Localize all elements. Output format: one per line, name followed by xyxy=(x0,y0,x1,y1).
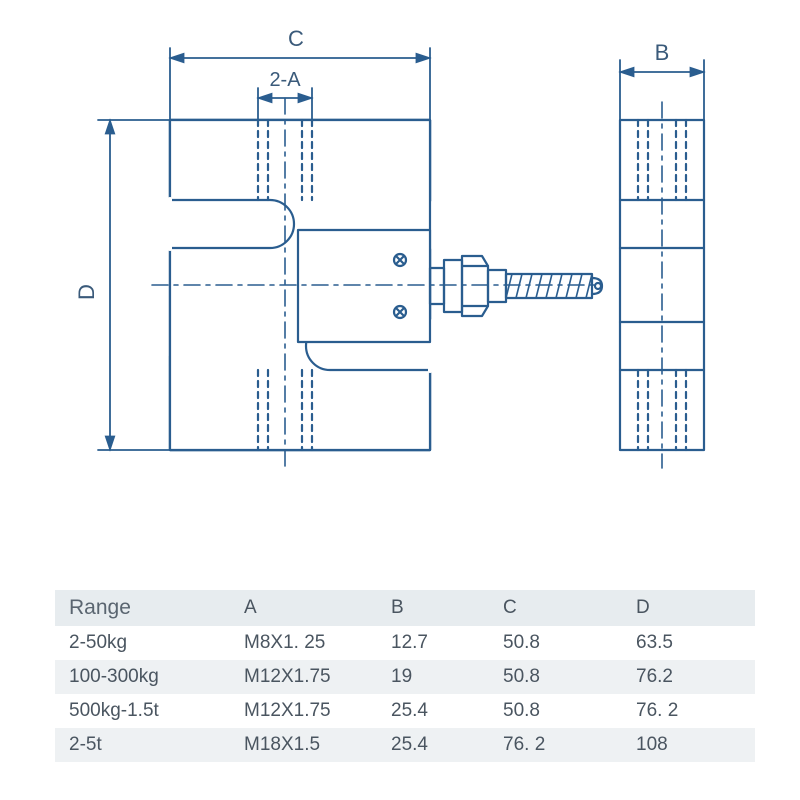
table-header-row: Range A B C D xyxy=(55,590,755,626)
dimensions-table: Range A B C D 2-50kgM8X1. 2512.750.863.5… xyxy=(55,590,755,762)
table-cell: 76. 2 xyxy=(622,694,755,728)
table-cell: 63.5 xyxy=(622,626,755,660)
table-cell: 76.2 xyxy=(622,660,755,694)
table-cell: 500kg-1.5t xyxy=(55,694,230,728)
table-cell: 100-300kg xyxy=(55,660,230,694)
technical-drawing: C 2-A D B xyxy=(40,20,760,550)
table-cell: 50.8 xyxy=(489,660,622,694)
col-range: Range xyxy=(55,590,230,626)
table-cell: 25.4 xyxy=(377,694,489,728)
table-cell: 76. 2 xyxy=(489,728,622,762)
table-cell: 50.8 xyxy=(489,694,622,728)
dim-label-d: D xyxy=(74,284,99,300)
table-cell: 12.7 xyxy=(377,626,489,660)
dim-label-2a: 2-A xyxy=(269,69,301,91)
table-row: 100-300kgM12X1.751950.876.2 xyxy=(55,660,755,694)
table-cell: 108 xyxy=(622,728,755,762)
table-cell: M18X1.5 xyxy=(230,728,377,762)
cable-connector xyxy=(430,256,602,316)
table-cell: M8X1. 25 xyxy=(230,626,377,660)
table-row: 2-50kgM8X1. 2512.750.863.5 xyxy=(55,626,755,660)
table-cell: 2-50kg xyxy=(55,626,230,660)
table-cell: 25.4 xyxy=(377,728,489,762)
col-c: C xyxy=(489,590,622,626)
table-row: 500kg-1.5tM12X1.7525.450.876. 2 xyxy=(55,694,755,728)
table-cell: 50.8 xyxy=(489,626,622,660)
col-b: B xyxy=(377,590,489,626)
dim-label-c: C xyxy=(288,26,304,51)
col-d: D xyxy=(622,590,755,626)
side-view xyxy=(620,102,704,468)
table-cell: M12X1.75 xyxy=(230,660,377,694)
col-a: A xyxy=(230,590,377,626)
table-cell: 19 xyxy=(377,660,489,694)
table-cell: 2-5t xyxy=(55,728,230,762)
table-cell: M12X1.75 xyxy=(230,694,377,728)
table-row: 2-5tM18X1.525.476. 2108 xyxy=(55,728,755,762)
dim-label-b: B xyxy=(655,40,670,65)
